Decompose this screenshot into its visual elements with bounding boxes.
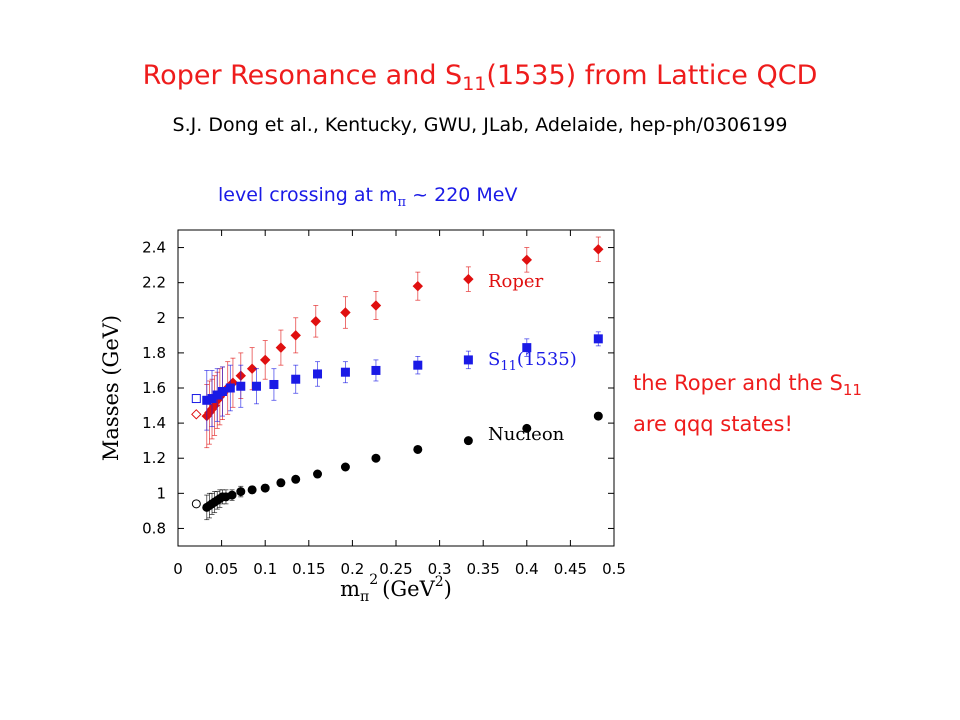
y-tick-label: 2.2	[142, 274, 166, 292]
s11-point	[371, 365, 381, 375]
level-crossing-annotation: level crossing at mπ ~ 220 MeV	[218, 184, 518, 210]
nucleon-point	[522, 423, 532, 433]
authors-line: S.J. Dong et al., Kentucky, GWU, JLab, A…	[172, 114, 788, 136]
s11-point	[225, 383, 235, 393]
s11-point	[236, 381, 246, 391]
s11-point	[463, 355, 473, 365]
conclusion-note: the Roper and the S11 are qqq states!	[633, 366, 862, 441]
plot-frame	[177, 229, 615, 547]
roper-point	[370, 300, 382, 311]
roper-point	[310, 316, 321, 327]
y-tick-label: 1.6	[142, 379, 166, 397]
x-axis-label: mπ2 (GeV2)	[340, 572, 452, 605]
y-tick-label: 1.8	[142, 344, 166, 362]
nucleon-point	[227, 490, 237, 500]
s11-point	[269, 379, 279, 389]
s11-point	[217, 387, 227, 397]
nucleon-point	[247, 485, 257, 495]
y-tick-label: 2.4	[142, 239, 166, 257]
nucleon-point	[313, 469, 323, 479]
roper-point	[259, 354, 271, 366]
nucleon-point	[340, 462, 350, 472]
nucleon-point	[260, 483, 270, 493]
mass-chart: 0 0.05 0.1 0.15 0.2 0.25 0.3 0.35 0.4 0.45 0.5 0.8 1…	[99, 229, 626, 605]
nucleon-point	[236, 487, 246, 497]
y-tick-label: 0.8	[142, 519, 166, 537]
roper-point	[412, 280, 424, 292]
s11-point	[593, 334, 603, 344]
s11-point	[413, 360, 423, 370]
nucleon-chiral-point	[191, 499, 201, 509]
roper-point	[463, 273, 474, 285]
roper-chiral-point	[191, 409, 202, 420]
x-tick-label: 0.3	[428, 560, 452, 578]
roper-point	[593, 244, 604, 255]
roper-point	[340, 307, 351, 318]
roper-point	[246, 363, 258, 374]
legend-s11: S11(1535)	[488, 349, 577, 374]
x-tick-label: 0.25	[379, 560, 412, 578]
nucleon-point	[463, 436, 473, 446]
nucleon-point	[291, 474, 301, 484]
slide-title: Roper Resonance and S11(1535) from Latti…	[142, 60, 818, 95]
s11-point	[313, 369, 323, 379]
s11-chiral-point	[191, 394, 201, 404]
legend-roper: Roper	[488, 271, 544, 292]
x-tick-label: 0.45	[554, 560, 587, 578]
s11-point	[291, 374, 301, 384]
y-tick-label: 1.2	[142, 449, 166, 467]
nucleon-point	[371, 453, 381, 463]
x-tick-label: 0.05	[205, 560, 238, 578]
s11-point	[251, 381, 261, 391]
y-axis-label: Masses (GeV)	[99, 315, 123, 461]
x-tick-label: 0.35	[466, 560, 499, 578]
roper-point	[521, 254, 533, 266]
nucleon-point	[276, 478, 286, 488]
y-tick-label: 1	[156, 484, 166, 502]
roper-point	[275, 342, 287, 353]
y-tick-label: 2	[156, 309, 166, 327]
s11-point	[522, 343, 532, 353]
x-tick-label: 0.2	[340, 560, 364, 578]
x-tick-label: 0.4	[515, 560, 539, 578]
x-tick-label: 0.1	[253, 560, 277, 578]
x-tick-label: 0.5	[602, 560, 626, 578]
nucleon-point	[593, 411, 603, 421]
nucleon-point	[413, 444, 423, 454]
x-tick-label: 0.15	[292, 560, 325, 578]
y-tick-label: 1.4	[142, 414, 166, 432]
note-line-1: the Roper and the S11	[633, 371, 862, 399]
note-line-2: are qqq states!	[633, 412, 793, 436]
x-tick-label: 0	[173, 560, 183, 578]
roper-point	[290, 330, 301, 341]
legend-nucleon: Nucleon	[488, 424, 565, 445]
s11-point	[340, 367, 350, 377]
